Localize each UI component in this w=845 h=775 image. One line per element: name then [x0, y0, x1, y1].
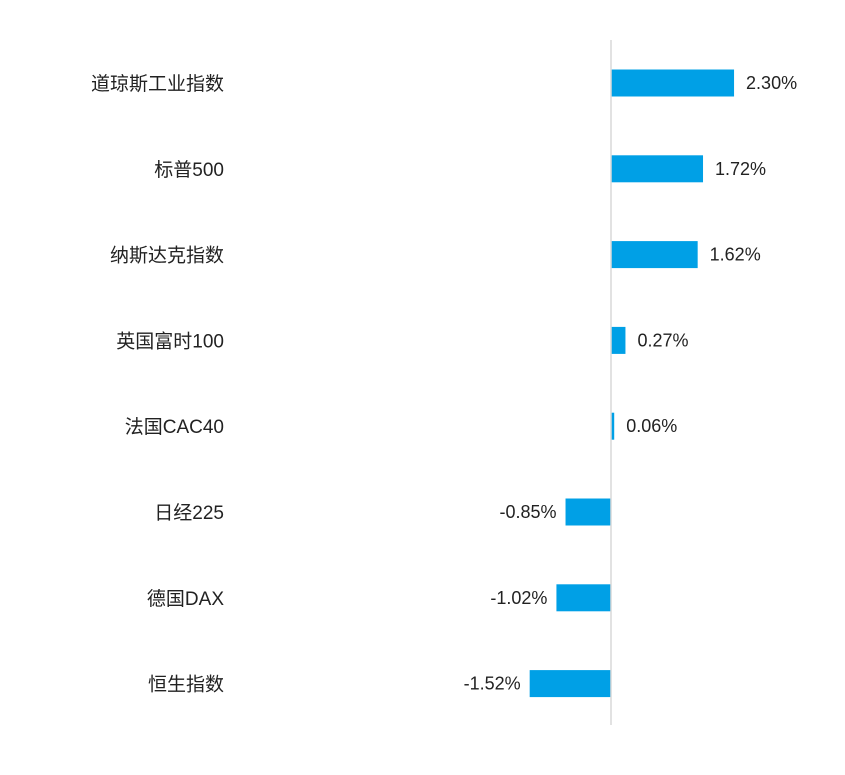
bar	[611, 326, 626, 354]
bar	[556, 584, 611, 612]
category-label: 德国DAX	[147, 588, 224, 610]
category-label: 纳斯达克指数	[110, 245, 224, 267]
bar	[611, 412, 615, 440]
data-label: -0.85%	[499, 502, 556, 522]
data-label: 1.62%	[710, 245, 761, 265]
data-label: 0.27%	[637, 330, 688, 350]
value-labels: 2.30% 1.72% 1.62% 0.27% 0.06% -0.85% -1.02% -1.…	[464, 73, 797, 694]
bar	[529, 670, 611, 698]
bar	[611, 241, 698, 269]
category-label: 日经225	[154, 502, 224, 524]
bar	[611, 69, 735, 97]
data-label: -1.52%	[464, 674, 521, 694]
data-label: 1.72%	[715, 159, 766, 179]
bar	[565, 498, 611, 526]
data-label: 2.30%	[746, 73, 797, 93]
category-label: 道琼斯工业指数	[91, 73, 224, 95]
category-label: 标普500	[154, 159, 224, 181]
category-label: 法国CAC40	[125, 416, 224, 438]
category-label: 恒生指数	[148, 674, 224, 696]
data-label: 0.06%	[626, 416, 677, 436]
bar	[611, 155, 704, 183]
bars	[529, 69, 735, 698]
category-label: 英国富时100	[116, 330, 224, 352]
data-label: -1.02%	[490, 588, 547, 608]
